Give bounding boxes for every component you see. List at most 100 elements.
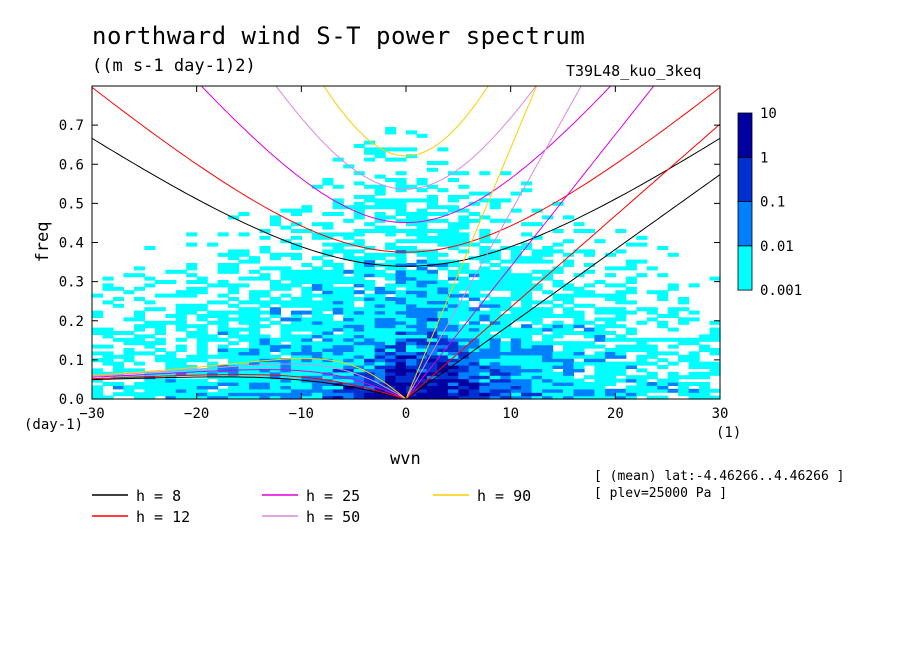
spectral-cell [542, 341, 554, 346]
spectral-cell [542, 375, 554, 380]
spectral-cell [395, 392, 407, 397]
spectral-cell [426, 286, 438, 291]
spectral-cell [123, 385, 135, 390]
spectral-cell [447, 365, 459, 369]
spectral-cell [133, 314, 145, 318]
spectral-cell [332, 269, 344, 274]
spectral-cell [332, 327, 344, 332]
y-tick-label: 0.0 [59, 392, 84, 408]
spectral-cell [479, 235, 491, 240]
spectral-cell [385, 297, 397, 301]
spectral-cell [531, 307, 543, 312]
spectral-cell [238, 354, 250, 359]
spectral-cell [259, 388, 271, 393]
spectral-cell [531, 385, 543, 390]
spectral-cell [447, 225, 459, 230]
spectral-cell [165, 280, 177, 284]
spectral-cell [112, 382, 124, 386]
spectral-cell [479, 354, 491, 359]
spectral-cell [196, 351, 208, 356]
spectral-cell [542, 334, 554, 339]
spectral-cell [500, 368, 512, 373]
spectral-cell [657, 351, 669, 356]
spectral-cell [290, 354, 302, 359]
spectral-cell [416, 252, 428, 257]
spectral-cell [259, 246, 271, 250]
spectral-cell [531, 331, 543, 335]
spectral-cell [416, 307, 428, 312]
spectral-cell [343, 317, 355, 322]
spectral-cell [604, 337, 616, 342]
spectral-cell [437, 286, 449, 291]
spectral-cell [552, 354, 564, 359]
y-tick-label: 0.6 [59, 157, 84, 173]
spectral-cell [249, 378, 261, 383]
spectral-cell [531, 392, 543, 397]
spectral-cell [353, 212, 365, 216]
spectral-cell [500, 320, 512, 325]
spectral-cell [479, 239, 491, 244]
spectral-cell [364, 269, 376, 274]
spectral-cell [290, 320, 302, 325]
spectral-cell [657, 320, 669, 325]
spectral-cell [688, 310, 700, 315]
spectral-cell [92, 344, 104, 349]
spectral-cell [374, 191, 386, 196]
spectral-cell [374, 368, 386, 373]
spectral-cell [594, 354, 606, 359]
spectral-cell [395, 178, 407, 182]
spectral-cell [594, 331, 606, 335]
spectral-cell [249, 320, 261, 325]
spectral-cell [437, 378, 449, 383]
spectral-cell [301, 297, 313, 301]
spectral-cell [301, 358, 313, 363]
spectral-cell [416, 198, 428, 203]
spectral-cell [594, 368, 606, 373]
spectral-cell [154, 327, 166, 332]
spectral-cell [395, 300, 407, 305]
spectral-cell [468, 378, 480, 383]
spectral-cell [217, 354, 229, 359]
spectral-cell [552, 392, 564, 397]
spectral-cell [311, 303, 323, 308]
spectral-cell [437, 293, 449, 298]
spectral-cell [406, 314, 418, 318]
spectral-cell [290, 348, 302, 352]
spectral-cell [385, 388, 397, 393]
spectral-cell [406, 337, 418, 342]
spectral-cell [426, 354, 438, 359]
spectral-cell [510, 280, 522, 284]
spectral-cell [311, 232, 323, 237]
spectral-cell [144, 382, 156, 386]
spectral-cell [678, 354, 690, 359]
spectral-cell [437, 361, 449, 366]
spectral-cell [510, 382, 522, 386]
spectral-cell [395, 348, 407, 352]
chart-units: ((m s-1 day-1)2) [92, 56, 256, 76]
spectral-cell [186, 290, 198, 295]
spectral-cell [364, 273, 376, 278]
spectral-cell [322, 225, 334, 230]
spectral-cell [238, 334, 250, 339]
spectral-cell [353, 263, 365, 267]
spectral-cell [364, 256, 376, 261]
spectral-cell [332, 201, 344, 206]
spectral-cell [144, 300, 156, 305]
spectral-cell [332, 290, 344, 295]
spectral-cell [437, 314, 449, 318]
spectral-cell [395, 317, 407, 322]
spectral-cell [353, 324, 365, 329]
spectral-cell [332, 382, 344, 386]
spectral-cell [290, 276, 302, 281]
spectral-cell [583, 341, 595, 346]
spectral-cell [510, 191, 522, 196]
spectral-cell [563, 286, 575, 291]
spectral-cell [290, 392, 302, 397]
spectral-cell [322, 212, 334, 216]
spectral-cell [249, 276, 261, 281]
spectral-cell [468, 307, 480, 312]
spectral-cell [385, 276, 397, 281]
spectral-cell [395, 388, 407, 393]
spectral-cell [395, 378, 407, 383]
spectral-cell [322, 273, 334, 278]
